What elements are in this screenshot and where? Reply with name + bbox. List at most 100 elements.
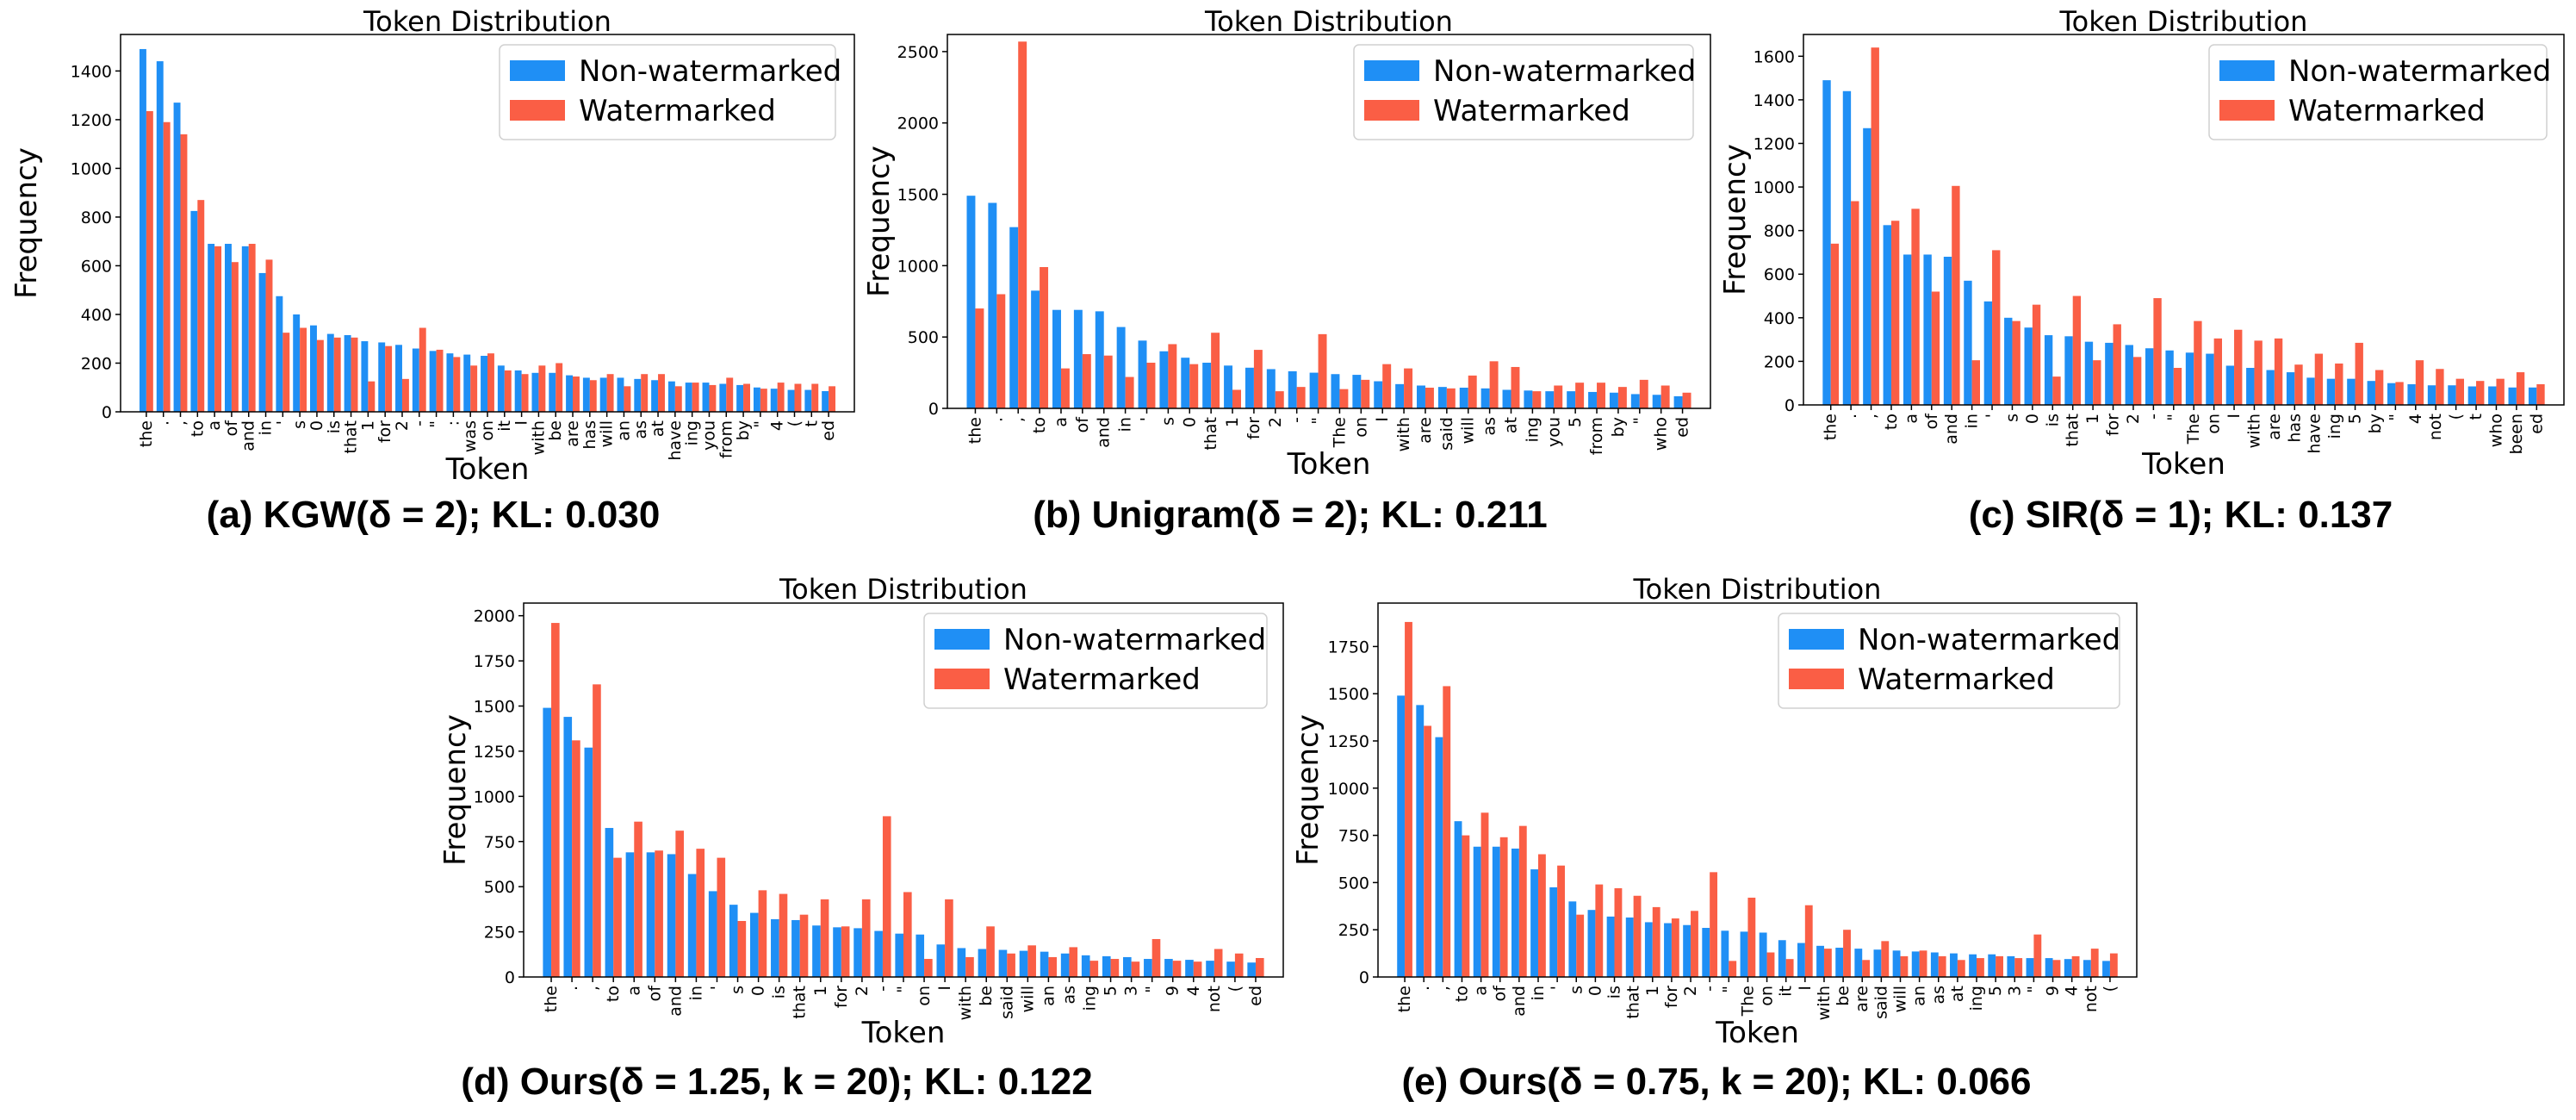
bar-non-watermarked: [139, 48, 146, 412]
x-tick-label: 3: [2005, 986, 2024, 996]
bar-non-watermarked: [1778, 940, 1786, 977]
bar-non-watermarked: [2266, 370, 2275, 405]
bar-watermarked: [1518, 825, 1527, 977]
x-tick-label: 9: [2044, 986, 2063, 996]
bar-watermarked: [1499, 837, 1508, 977]
y-tick-label: 1000: [474, 787, 515, 806]
bar-watermarked: [1255, 957, 1264, 977]
x-tick-label: ed: [1246, 986, 1265, 1006]
x-tick-label: you: [699, 420, 718, 451]
bar-watermarked: [368, 381, 376, 412]
bar-non-watermarked: [1950, 953, 1958, 977]
x-tick-label: ed: [1673, 417, 1692, 438]
y-axis-label: Frequency: [438, 714, 473, 866]
x-tick-label: an: [614, 420, 633, 441]
bar-non-watermarked: [916, 934, 925, 977]
bar-watermarked: [1168, 344, 1177, 408]
x-tick-label: 1: [1643, 986, 1662, 996]
bar-watermarked: [613, 857, 622, 977]
bar-non-watermarked: [1683, 924, 1691, 977]
bar-watermarked: [1992, 250, 2001, 405]
plot-frame: [1377, 602, 2138, 978]
x-tick-label: (: [2101, 986, 2120, 992]
bar-watermarked: [1232, 389, 1241, 408]
y-tick-label: 1500: [897, 186, 939, 205]
x-tick-label: a: [624, 986, 643, 996]
x-tick-label: -: [873, 986, 892, 992]
x-tick-label: the: [137, 420, 156, 447]
bar-watermarked: [655, 850, 663, 977]
bar-watermarked: [2033, 934, 2042, 977]
bar-non-watermarked: [1437, 387, 1447, 408]
bar-watermarked: [1443, 686, 1451, 977]
x-tick-label: I: [2225, 414, 2244, 419]
bar-watermarked: [1804, 905, 1813, 977]
x-tick-label: you: [1544, 417, 1563, 447]
x-tick-label: that: [342, 420, 361, 454]
chart-title: Token Distribution: [1633, 573, 1882, 606]
x-tick-label: who: [1652, 417, 1671, 451]
bar-non-watermarked: [514, 370, 522, 412]
x-tick-label: ing: [1081, 986, 1100, 1011]
x-tick-label: ,: [1433, 986, 1452, 991]
bar-watermarked: [146, 111, 153, 412]
x-tick-label: from: [1587, 417, 1606, 455]
bar-non-watermarked: [1245, 367, 1254, 408]
bar-watermarked: [1089, 961, 1099, 977]
x-tick-label: s: [729, 986, 748, 994]
x-tick-label: are: [2265, 414, 2284, 440]
bar-watermarked: [180, 134, 188, 413]
x-tick-label: of: [645, 985, 664, 1002]
bar-watermarked: [1027, 945, 1036, 977]
bar-non-watermarked: [208, 244, 215, 412]
bar-non-watermarked: [1123, 956, 1132, 977]
bar-non-watermarked: [1206, 961, 1214, 977]
y-tick-label: 500: [484, 878, 515, 897]
bar-watermarked: [1296, 387, 1306, 408]
bar-non-watermarked: [736, 384, 744, 412]
bar-watermarked: [2355, 342, 2363, 405]
bar-watermarked: [1785, 959, 1794, 977]
bar-watermarked: [675, 831, 684, 977]
chart-caption: (c) SIR(δ = 1); KL: 0.137: [1969, 494, 2393, 536]
bar-non-watermarked: [1664, 923, 1672, 977]
x-tick-label: is: [1605, 986, 1624, 999]
bar-non-watermarked: [395, 345, 402, 412]
bar-non-watermarked: [874, 930, 883, 977]
legend-label-watermarked: Watermarked: [1858, 663, 2055, 697]
bar-non-watermarked: [1454, 821, 1462, 977]
bar-non-watermarked: [1185, 960, 1194, 977]
bar-non-watermarked: [2185, 352, 2194, 405]
x-tick-label: the: [542, 986, 561, 1012]
bar-non-watermarked: [1568, 901, 1577, 977]
bar-watermarked: [658, 374, 665, 412]
bar-non-watermarked: [1625, 917, 1634, 977]
bar-non-watermarked: [2528, 387, 2537, 405]
bar-non-watermarked: [225, 244, 232, 412]
x-tick-label: 1: [358, 420, 377, 431]
x-tick-label: is: [325, 420, 344, 433]
bar-watermarked: [811, 383, 819, 412]
x-tick-label: t: [802, 420, 821, 426]
x-tick-label: on: [1351, 417, 1370, 438]
bar-watermarked: [799, 914, 809, 977]
bar-watermarked: [593, 684, 601, 977]
legend-label-watermarked: Watermarked: [1003, 663, 1201, 697]
bar-watermarked: [2052, 376, 2061, 405]
bar-non-watermarked: [1309, 372, 1319, 408]
y-tick-label: 1750: [1328, 638, 1369, 656]
y-tick-label: 0: [1359, 968, 1369, 987]
y-tick-label: 400: [81, 306, 112, 325]
x-tick-label: 0: [1586, 986, 1605, 996]
bar-watermarked: [1871, 47, 1879, 406]
legend: Non-watermarked Watermarked: [2208, 44, 2551, 140]
x-tick-label: as: [1929, 986, 1948, 1005]
y-tick-label: 1000: [1328, 780, 1369, 799]
bar-non-watermarked: [2488, 386, 2497, 405]
x-tick-label: -: [1288, 417, 1307, 423]
bar-watermarked: [1633, 895, 1642, 977]
x-tick-label: at: [649, 420, 667, 437]
x-tick-label: been: [2507, 414, 2526, 454]
x-tick-label: ing: [1967, 986, 1986, 1011]
bar-non-watermarked: [1247, 962, 1256, 977]
